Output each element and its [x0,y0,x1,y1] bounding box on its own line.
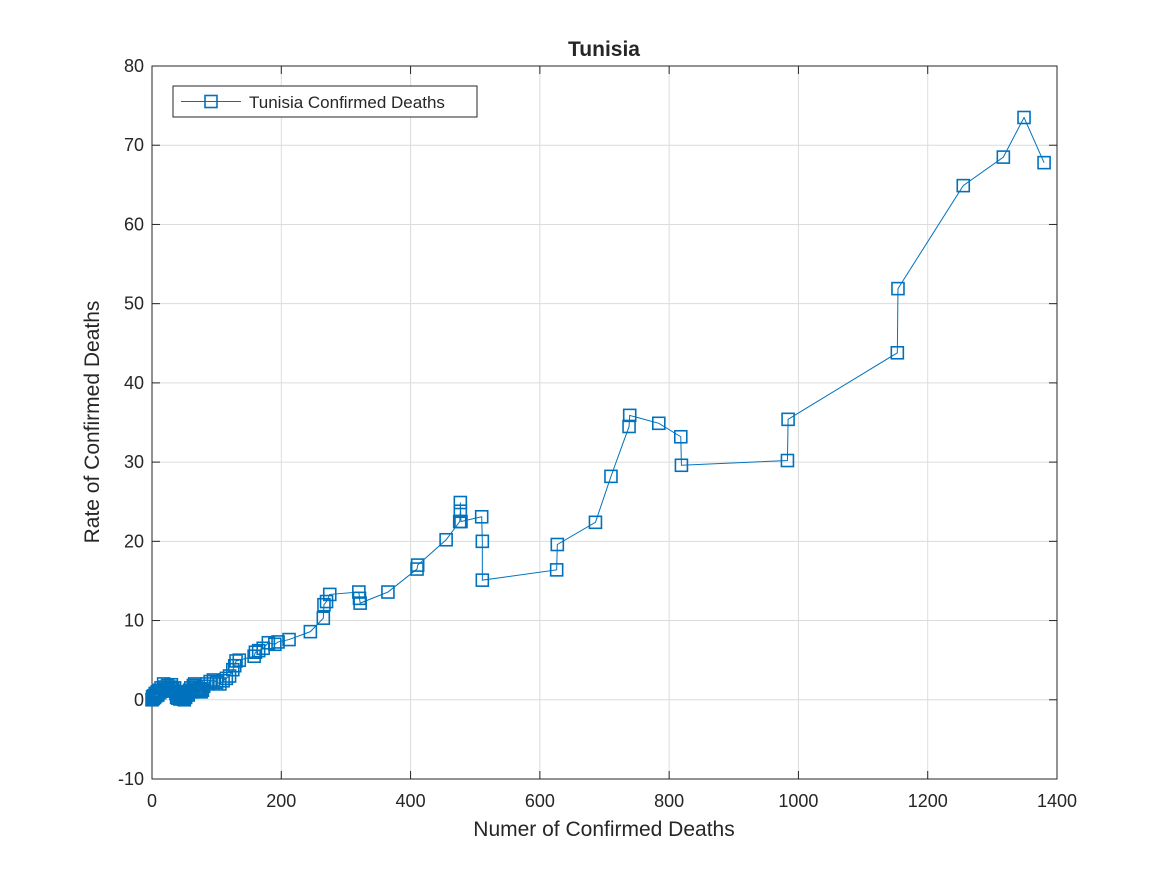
data-point-marker [780,453,795,468]
data-point-marker [1017,110,1031,125]
series-line [151,116,1045,701]
data-point-marker [588,515,603,530]
data-point-marker [475,573,490,587]
data-point-marker [996,150,1011,164]
data-point-marker [1037,155,1051,170]
data-point-marker [550,537,565,552]
y-tick-label: 30 [124,452,144,472]
grid-lines [151,65,1058,780]
legend: Tunisia Confirmed Deaths [172,85,478,118]
data-point-marker [474,509,489,524]
x-tick-label: 600 [525,791,555,811]
x-tick-label: 200 [266,791,296,811]
data-point-marker [193,681,207,696]
data-point-marker [454,514,468,529]
data-point-marker [622,408,637,423]
y-axis-title: Rate of Confirmed Deaths [81,301,104,544]
data-point-marker [248,645,263,660]
data-point-marker [781,412,795,427]
chart-title: Tunisia [568,38,640,61]
series-tunisia [145,110,1051,707]
x-tick-label: 0 [147,791,157,811]
y-tick-label: 40 [124,373,144,393]
data-point-marker [475,534,490,549]
data-point-marker [453,504,468,519]
y-tick-label: 20 [124,531,144,551]
data-point-marker [673,429,688,444]
y-tick-label: 80 [124,56,144,76]
x-axis-title: Numer of Confirmed Deaths [473,818,734,841]
y-tick-label: 10 [124,611,144,631]
x-tick-label: 1400 [1037,791,1077,811]
data-point-marker [381,585,395,599]
y-tick-label: -10 [118,769,144,789]
plot-box [151,65,1058,780]
legend-label: Tunisia Confirmed Deaths [249,93,445,112]
y-axis-ticks: -10 0 10 20 30 40 50 60 70 80 [118,56,1057,789]
y-tick-label: 60 [124,214,144,234]
data-point-marker [622,419,636,434]
data-point-marker [956,178,971,193]
data-point-marker [322,587,337,602]
data-point-marker [549,563,564,577]
data-point-marker [319,594,334,609]
y-tick-label: 50 [124,294,144,314]
data-point-marker [303,624,318,639]
data-point-marker [890,345,905,360]
data-point-marker [439,532,453,547]
x-tick-label: 800 [654,791,684,811]
data-point-marker [353,596,367,610]
y-tick-label: 0 [134,690,144,710]
data-point-marker [316,611,331,625]
data-point-marker [604,469,618,484]
y-tick-label: 70 [124,135,144,155]
data-point-marker [453,495,468,510]
legend-marker-square [204,94,218,109]
x-tick-label: 1000 [778,791,818,811]
data-point-marker [674,458,689,473]
x-tick-label: 1200 [908,791,948,811]
data-point-marker [271,635,285,649]
data-point-marker [282,632,296,647]
data-point-marker [232,653,247,667]
axes [151,65,1058,780]
data-point-marker [410,558,425,572]
data-point-marker [651,416,666,431]
x-axis-ticks: 0 200 400 600 800 1000 1200 1400 [147,66,1077,811]
data-point-marker [251,643,266,658]
x-tick-label: 400 [396,791,426,811]
data-point-marker [891,281,905,296]
data-point-marker [268,637,282,652]
